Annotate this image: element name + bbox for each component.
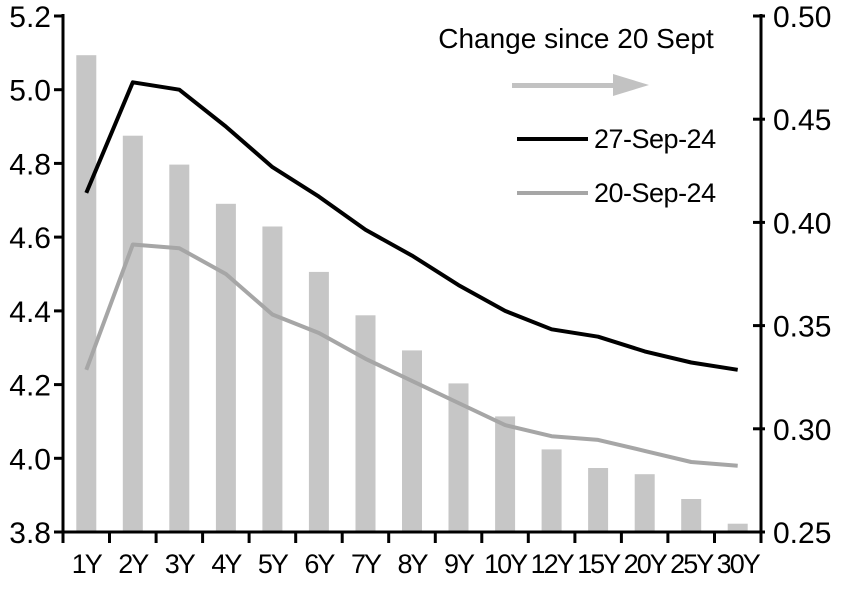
legend-item-27-sep-24: 27-Sep-24 (517, 125, 716, 153)
bar-8Y (402, 350, 422, 532)
left-axis-tick-label: 4.0 (9, 443, 51, 476)
x-axis-label-8Y: 8Y (397, 549, 428, 579)
gray-line-swatch (517, 191, 588, 195)
legend-label-27-sep-24: 27-Sep-24 (594, 124, 716, 154)
line-20-Sep-24 (84, 242, 738, 468)
left-axis-tick-label: 3.8 (9, 517, 51, 550)
left-axis-tick-label: 4.4 (9, 296, 51, 329)
x-axis-label-25Y: 25Y (670, 549, 714, 579)
bar-9Y (448, 383, 469, 532)
line-27-Sep-24 (84, 80, 739, 372)
chart-legend: Change since 20 Sept 27-Sep-24 20-Sep-24 (430, 24, 722, 214)
x-axis-label-3Y: 3Y (165, 549, 196, 579)
x-axis-label-9Y: 9Y (444, 549, 475, 579)
bar-20Y (634, 474, 655, 532)
right-axis-tick-label: 0.45 (773, 104, 831, 137)
bar-10Y (495, 416, 516, 532)
black-line-swatch (517, 137, 588, 141)
x-axis-label-1Y: 1Y (72, 549, 103, 579)
bar-7Y (355, 315, 376, 532)
x-axis-label-30Y: 30Y (717, 549, 761, 579)
bar-4Y (215, 203, 236, 533)
x-axis-label-4Y: 4Y (211, 549, 242, 579)
right-axis-tick-label: 0.35 (773, 311, 831, 344)
bar-2Y (122, 135, 143, 532)
x-axis-label-7Y: 7Y (351, 549, 382, 579)
legend-item-20-sep-24: 20-Sep-24 (517, 179, 716, 207)
left-axis-tick-label: 4.2 (9, 370, 51, 403)
x-axis-label-20Y: 20Y (624, 549, 668, 579)
x-axis-label-12Y: 12Y (531, 549, 575, 579)
arrow-head (613, 74, 649, 96)
right-axis-tick-label: 0.25 (773, 517, 831, 550)
arrow-shaft (512, 82, 613, 88)
right-axis-tick-label: 0.30 (773, 414, 831, 447)
right-axis-tick-label: 0.40 (773, 207, 831, 240)
bar-12Y (541, 449, 562, 532)
left-axis-tick-label: 5.0 (9, 75, 51, 108)
bar-6Y (308, 271, 329, 532)
bar-15Y (588, 468, 609, 532)
bar-25Y (681, 499, 702, 532)
right-axis-tick-label: 0.50 (773, 1, 831, 34)
left-axis-tick-label: 5.2 (9, 1, 51, 34)
bar-3Y (169, 164, 190, 532)
left-axis-tick-label: 4.6 (9, 222, 51, 255)
legend-label-20-sep-24: 20-Sep-24 (594, 178, 716, 208)
x-axis-label-6Y: 6Y (304, 549, 335, 579)
bar-30Y (727, 523, 748, 532)
bar-1Y (76, 55, 97, 532)
x-axis-label-5Y: 5Y (258, 549, 289, 579)
x-axis-label-15Y: 15Y (577, 549, 621, 579)
legend-title: Change since 20 Sept (438, 23, 714, 54)
x-axis-label-2Y: 2Y (118, 549, 149, 579)
change-right-arrow-icon (512, 74, 649, 96)
bar-5Y (262, 226, 283, 532)
x-axis-label-10Y: 10Y (484, 549, 528, 579)
left-axis-tick-label: 4.8 (9, 148, 51, 181)
